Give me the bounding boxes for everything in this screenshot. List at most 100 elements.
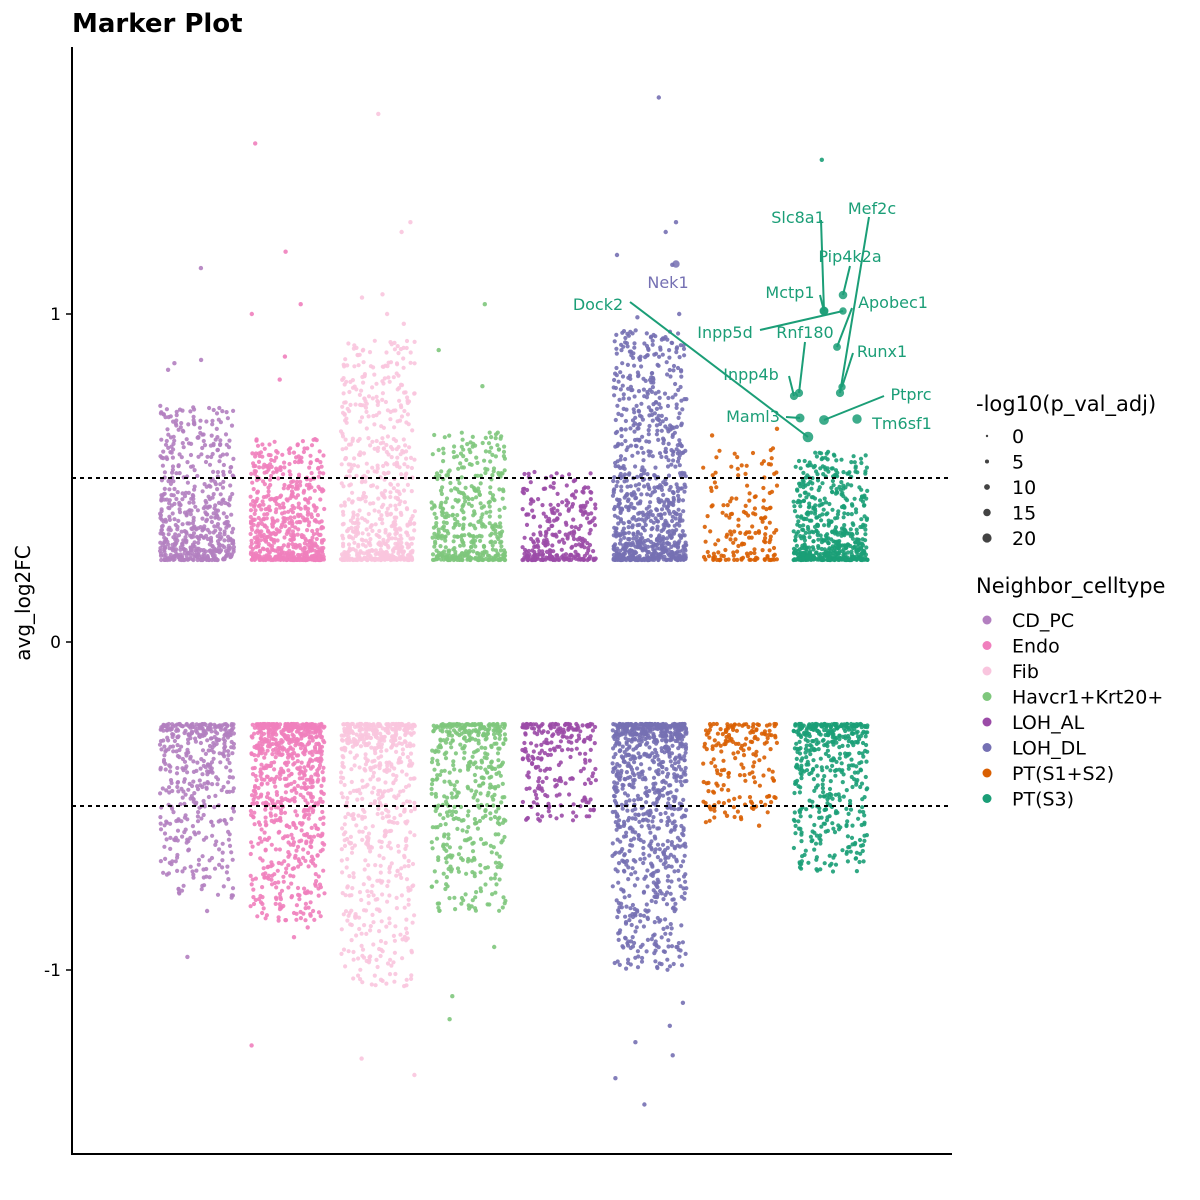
data-point bbox=[554, 534, 559, 539]
data-point bbox=[458, 845, 463, 850]
data-point bbox=[317, 756, 323, 761]
data-point bbox=[383, 726, 389, 731]
data-point bbox=[230, 775, 235, 780]
data-point bbox=[366, 532, 371, 537]
data-point bbox=[530, 508, 535, 513]
data-point bbox=[189, 545, 195, 550]
data-point bbox=[498, 548, 503, 553]
data-point bbox=[495, 534, 500, 540]
data-point bbox=[352, 463, 357, 468]
data-point bbox=[436, 901, 442, 906]
data-point bbox=[282, 465, 287, 470]
data-point bbox=[263, 507, 268, 512]
data-point bbox=[290, 503, 295, 509]
data-point bbox=[220, 841, 225, 846]
data-point bbox=[469, 544, 474, 550]
data-point bbox=[322, 891, 327, 896]
data-point bbox=[488, 876, 494, 881]
data-point bbox=[532, 557, 537, 562]
data-point bbox=[276, 830, 281, 835]
data-point bbox=[212, 866, 218, 871]
data-point bbox=[256, 459, 262, 464]
data-point bbox=[401, 488, 407, 493]
data-point bbox=[393, 924, 398, 929]
data-point bbox=[207, 405, 212, 411]
data-point bbox=[396, 760, 401, 765]
data-point bbox=[443, 545, 448, 550]
data-point bbox=[587, 758, 592, 763]
data-point bbox=[217, 537, 223, 542]
data-point bbox=[275, 868, 280, 873]
data-point bbox=[166, 505, 171, 510]
data-point bbox=[274, 554, 279, 560]
data-point bbox=[360, 542, 366, 547]
data-point bbox=[408, 360, 413, 365]
data-point bbox=[583, 757, 588, 763]
data-point bbox=[227, 843, 233, 849]
data-point bbox=[453, 730, 458, 735]
data-point bbox=[371, 501, 376, 506]
data-point bbox=[573, 525, 578, 530]
data-point bbox=[224, 821, 229, 826]
data-point bbox=[388, 957, 393, 962]
data-point bbox=[502, 795, 507, 800]
data-point bbox=[342, 500, 347, 505]
data-point bbox=[349, 893, 354, 898]
data-point bbox=[162, 486, 167, 491]
data-point bbox=[341, 912, 346, 917]
data-point bbox=[229, 727, 234, 733]
data-point bbox=[406, 863, 411, 869]
data-point bbox=[373, 551, 378, 557]
data-point bbox=[379, 424, 384, 429]
data-point bbox=[397, 398, 402, 403]
data-point bbox=[473, 538, 478, 543]
data-point bbox=[284, 776, 289, 782]
data-point bbox=[430, 452, 435, 457]
data-point bbox=[176, 533, 182, 538]
data-point bbox=[436, 530, 441, 535]
data-point bbox=[369, 889, 374, 895]
data-point bbox=[166, 432, 171, 437]
data-point bbox=[265, 725, 270, 730]
data-point bbox=[470, 841, 475, 846]
data-point bbox=[203, 722, 208, 728]
data-point bbox=[196, 434, 201, 440]
data-point bbox=[249, 793, 255, 798]
data-point bbox=[474, 890, 479, 895]
data-point bbox=[212, 734, 217, 740]
data-point bbox=[536, 497, 541, 502]
data-point bbox=[412, 339, 417, 344]
data-point bbox=[396, 849, 401, 854]
data-point bbox=[361, 451, 367, 456]
data-point bbox=[200, 772, 205, 777]
data-point bbox=[459, 475, 464, 480]
data-point bbox=[438, 488, 444, 493]
data-point bbox=[374, 729, 379, 734]
data-point bbox=[466, 856, 471, 862]
data-point bbox=[343, 815, 348, 820]
data-point bbox=[178, 557, 183, 562]
data-point bbox=[360, 807, 366, 812]
data-point bbox=[502, 505, 507, 510]
data-point bbox=[368, 849, 373, 854]
data-point bbox=[212, 722, 217, 728]
data-point bbox=[367, 350, 373, 355]
data-point bbox=[292, 515, 297, 520]
data-point bbox=[255, 534, 260, 539]
data-point bbox=[467, 906, 472, 911]
data-point bbox=[266, 529, 271, 534]
data-point bbox=[531, 532, 536, 537]
data-point bbox=[206, 781, 211, 786]
data-point bbox=[467, 447, 472, 452]
data-point bbox=[283, 249, 288, 254]
data-point bbox=[171, 479, 176, 484]
data-point bbox=[406, 897, 411, 902]
data-point bbox=[347, 389, 352, 395]
data-point bbox=[164, 537, 169, 542]
data-point bbox=[449, 488, 454, 493]
data-point bbox=[478, 791, 483, 796]
data-point bbox=[493, 727, 498, 732]
data-point bbox=[471, 750, 477, 755]
data-point bbox=[489, 774, 494, 780]
data-point bbox=[167, 487, 172, 492]
